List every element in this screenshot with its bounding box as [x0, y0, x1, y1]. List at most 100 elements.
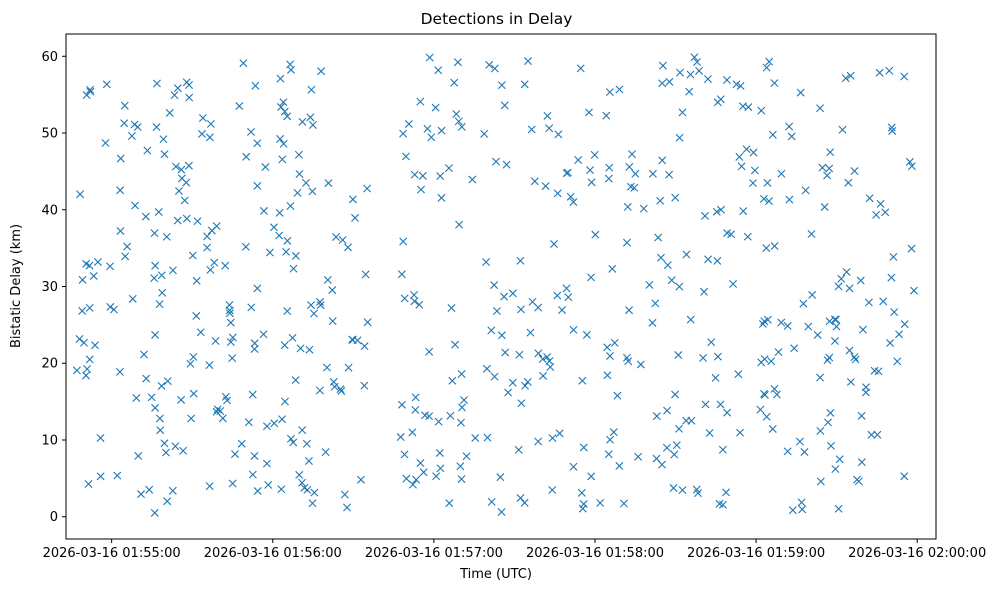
data-point	[343, 503, 351, 512]
data-point	[454, 117, 463, 126]
data-point	[909, 286, 918, 295]
data-point	[150, 274, 159, 283]
y-tick-label: 40	[41, 203, 58, 218]
data-point	[879, 297, 888, 306]
data-point	[250, 339, 259, 348]
data-point	[523, 377, 532, 386]
data-point	[418, 171, 427, 180]
data-point	[205, 133, 214, 142]
data-point	[774, 348, 783, 357]
data-point	[301, 178, 310, 187]
data-point	[141, 212, 150, 221]
data-point	[846, 377, 855, 386]
data-point	[265, 248, 274, 257]
data-point	[127, 132, 136, 140]
data-point	[482, 364, 491, 373]
data-point	[665, 170, 674, 179]
data-point	[276, 134, 285, 143]
data-point	[834, 504, 843, 513]
data-point	[221, 261, 230, 270]
data-point	[247, 127, 255, 136]
y-axis-title: Bistatic Delay (km)	[9, 224, 24, 348]
data-point	[605, 88, 614, 97]
data-point	[900, 472, 909, 481]
data-point	[130, 120, 139, 129]
data-point	[106, 262, 115, 271]
data-point	[610, 338, 619, 347]
data-point	[436, 464, 445, 473]
data-point	[182, 214, 191, 223]
data-point	[497, 81, 506, 90]
data-point	[516, 256, 525, 265]
data-point	[831, 465, 840, 474]
data-point	[457, 418, 465, 427]
data-point	[768, 424, 777, 433]
data-point	[239, 59, 248, 68]
data-point	[158, 288, 167, 297]
data-point	[143, 146, 152, 155]
data-point	[826, 148, 835, 157]
data-point	[501, 348, 510, 357]
data-point	[628, 150, 637, 159]
data-point	[151, 403, 160, 412]
data-point	[587, 472, 596, 481]
data-point	[251, 81, 260, 90]
data-point	[854, 477, 863, 486]
data-point	[262, 459, 271, 468]
data-point	[168, 486, 177, 495]
data-point	[160, 150, 169, 159]
data-point	[275, 208, 284, 217]
data-point	[563, 168, 572, 177]
data-point	[742, 145, 751, 154]
data-point	[520, 498, 529, 507]
data-point	[225, 301, 234, 309]
data-point	[713, 256, 722, 265]
data-point	[131, 201, 140, 210]
data-point	[577, 488, 586, 497]
data-point	[356, 475, 365, 484]
y-tick-label: 60	[41, 50, 58, 65]
data-point	[695, 66, 704, 75]
data-point	[492, 157, 501, 166]
data-point	[609, 428, 618, 437]
data-point	[404, 120, 413, 128]
data-point	[750, 166, 759, 175]
data-point	[665, 77, 674, 86]
data-point	[797, 498, 806, 507]
data-point	[652, 412, 661, 421]
data-point	[336, 385, 345, 394]
data-point	[228, 479, 237, 488]
data-point	[675, 424, 683, 433]
data-point	[86, 85, 95, 94]
data-point	[115, 367, 124, 376]
data-point	[434, 66, 443, 75]
data-point	[293, 188, 302, 197]
data-point	[323, 275, 332, 284]
data-point	[187, 414, 196, 423]
data-point	[548, 434, 557, 443]
data-point	[825, 164, 834, 173]
data-point	[446, 411, 455, 420]
data-point	[416, 97, 425, 106]
data-point	[437, 126, 446, 135]
data-point	[738, 102, 747, 111]
data-point	[648, 169, 657, 178]
data-point	[907, 244, 916, 253]
data-point	[850, 167, 859, 176]
data-point	[205, 482, 214, 491]
y-tick-label: 0	[50, 510, 58, 525]
data-point	[490, 281, 499, 290]
data-point	[109, 305, 118, 314]
data-point	[170, 91, 179, 100]
data-point	[718, 500, 727, 509]
data-point	[900, 72, 909, 81]
data-point	[624, 357, 633, 366]
data-point	[816, 426, 825, 435]
data-point	[604, 450, 613, 459]
data-point	[348, 195, 357, 204]
data-point	[156, 426, 165, 435]
data-point	[150, 229, 159, 238]
data-point	[767, 357, 776, 366]
data-point	[889, 252, 898, 261]
data-point	[763, 178, 772, 187]
